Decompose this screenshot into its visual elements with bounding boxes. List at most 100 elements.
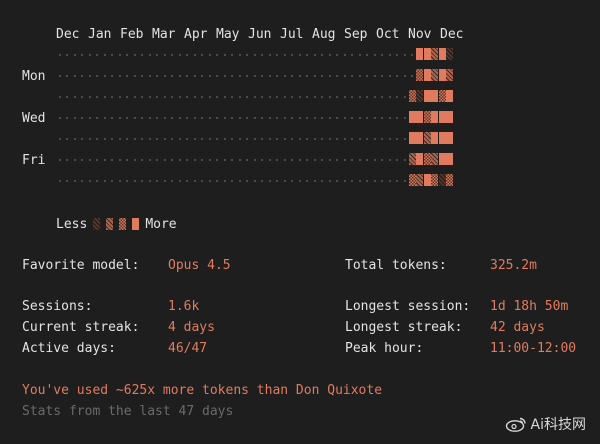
heatmap-empty-day	[373, 75, 376, 77]
heatmap-day-cell	[431, 111, 438, 123]
legend-swatch-level-1	[93, 218, 101, 230]
heatmap-empty-day	[231, 54, 233, 56]
heatmap-empty-day	[178, 138, 181, 140]
month-label: Oct	[376, 27, 400, 42]
heatmap-empty-day	[81, 159, 83, 161]
heatmap-empty-day	[141, 96, 143, 98]
heatmap-empty-day	[396, 96, 398, 98]
heatmap-empty-day	[268, 75, 271, 77]
heatmap-empty-day	[193, 159, 196, 161]
heatmap-empty-day	[88, 75, 91, 77]
heatmap-empty-day	[283, 180, 286, 182]
heatmap-empty-day	[193, 54, 196, 56]
heatmap-empty-day	[58, 180, 61, 182]
heatmap-empty-day	[336, 138, 338, 140]
heatmap-empty-day	[118, 117, 121, 119]
heatmap-empty-day	[73, 138, 76, 140]
heatmap-empty-day	[246, 159, 248, 161]
heatmap-empty-day	[306, 180, 308, 182]
heatmap-empty-day	[313, 96, 316, 98]
day-label-mon: Mon	[22, 69, 46, 84]
heatmap-empty-day	[388, 159, 391, 161]
heatmap-empty-day	[328, 75, 331, 77]
heatmap-empty-day	[111, 138, 113, 140]
heatmap-empty-day	[133, 54, 136, 56]
heatmap-empty-day	[163, 117, 166, 119]
day-label-fri: Fri	[22, 153, 46, 168]
heatmap-empty-day	[201, 159, 203, 161]
heatmap-empty-day	[103, 159, 106, 161]
heatmap-empty-day	[163, 159, 166, 161]
heatmap-empty-day	[321, 180, 323, 182]
heatmap-empty-day	[313, 159, 316, 161]
heatmap-empty-day	[163, 54, 166, 56]
month-label: Dec	[56, 27, 80, 42]
heatmap-day-cell	[438, 174, 446, 186]
heatmap-empty-day	[66, 54, 68, 56]
heatmap-empty-day	[366, 159, 368, 161]
heatmap-empty-day	[118, 96, 121, 98]
heatmap-empty-day	[73, 96, 76, 98]
heatmap-empty-day	[366, 138, 368, 140]
heatmap-empty-day	[231, 96, 233, 98]
heatmap-empty-day	[111, 54, 113, 56]
heatmap-day-cell	[438, 111, 446, 123]
heatmap-empty-day	[118, 159, 121, 161]
heatmap-empty-day	[283, 75, 286, 77]
heatmap-empty-day	[343, 180, 346, 182]
heatmap-empty-day	[58, 54, 61, 56]
heatmap-empty-day	[276, 117, 278, 119]
heatmap-empty-day	[261, 180, 263, 182]
heatmap-day-cell	[408, 153, 416, 165]
heatmap-empty-day	[396, 75, 398, 77]
heatmap-empty-day	[246, 75, 248, 77]
day-label-wed: Wed	[22, 111, 46, 126]
heatmap-empty-day	[66, 117, 68, 119]
heatmap-empty-day	[208, 138, 211, 140]
heatmap-empty-day	[396, 159, 398, 161]
month-label: Jun	[248, 27, 272, 42]
heatmap-empty-day	[306, 159, 308, 161]
heatmap-empty-day	[283, 117, 286, 119]
heatmap-empty-day	[351, 54, 353, 56]
sessions-value: 1.6k	[168, 299, 200, 314]
heatmap-empty-day	[58, 75, 61, 77]
heatmap-empty-day	[306, 138, 308, 140]
weibo-logo-icon	[505, 417, 526, 432]
heatmap-empty-day	[186, 75, 188, 77]
heatmap-empty-day	[103, 117, 106, 119]
heatmap-empty-day	[336, 180, 338, 182]
heatmap-empty-day	[118, 138, 121, 140]
heatmap-empty-day	[306, 96, 308, 98]
heatmap-empty-day	[133, 138, 136, 140]
heatmap-empty-day	[381, 117, 383, 119]
heatmap-day-cell	[438, 69, 446, 81]
heatmap-empty-day	[231, 180, 233, 182]
heatmap-empty-day	[373, 117, 376, 119]
heatmap-day-cell	[423, 111, 431, 123]
heatmap-empty-day	[201, 117, 203, 119]
heatmap-empty-day	[246, 54, 248, 56]
heatmap-empty-day	[306, 117, 308, 119]
heatmap-empty-day	[276, 54, 278, 56]
heatmap-empty-day	[111, 117, 113, 119]
heatmap-empty-day	[178, 117, 181, 119]
heatmap-empty-day	[373, 159, 376, 161]
heatmap-empty-day	[178, 180, 181, 182]
heatmap-empty-day	[283, 96, 286, 98]
heatmap-empty-day	[253, 138, 256, 140]
heatmap-empty-day	[321, 117, 323, 119]
heatmap-empty-day	[261, 159, 263, 161]
heatmap-empty-day	[201, 54, 203, 56]
month-label: Feb	[120, 27, 144, 42]
heatmap-empty-day	[381, 75, 383, 77]
heatmap-empty-day	[223, 54, 226, 56]
heatmap-empty-day	[118, 54, 121, 56]
current-streak-value: 4 days	[168, 320, 215, 335]
heatmap-empty-day	[66, 75, 68, 77]
heatmap-day-cell	[431, 132, 438, 144]
heatmap-empty-day	[216, 180, 218, 182]
heatmap-empty-day	[141, 117, 143, 119]
month-label: Mar	[152, 27, 176, 42]
heatmap-empty-day	[193, 180, 196, 182]
